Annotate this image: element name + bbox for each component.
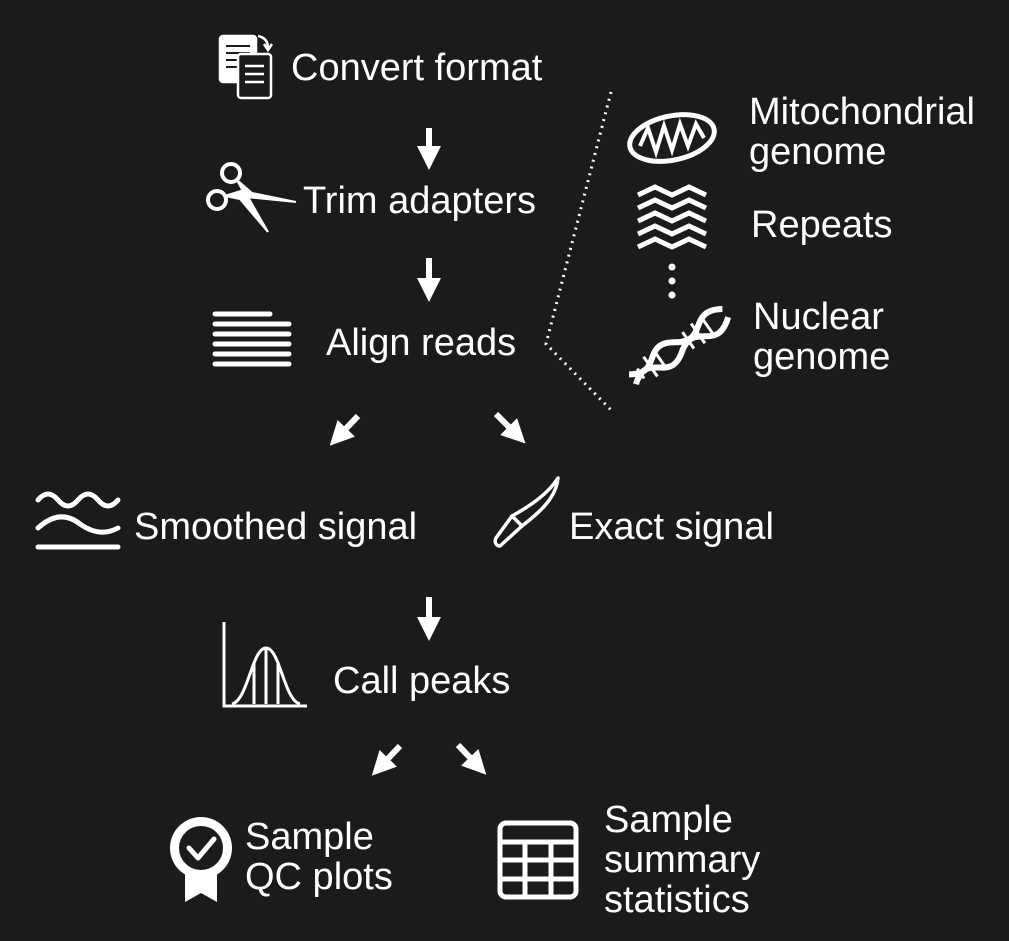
sample-summary-statistics-label: Sample summary statistics xyxy=(604,799,761,921)
arrow-peaks-to-summary xyxy=(455,742,487,775)
mitochondrial-genome-label: Mitochondrial genome xyxy=(749,91,975,173)
sample-qc-plots-label: Sample QC plots xyxy=(245,816,393,898)
dna-icon xyxy=(628,305,732,386)
table-grid-icon xyxy=(497,820,579,900)
wave-signal-icon xyxy=(35,491,121,550)
document-convert-icon xyxy=(218,34,274,100)
arrow-align-to-smoothed xyxy=(329,413,361,446)
convert-format-label: Convert format xyxy=(291,47,543,89)
genome-bracket xyxy=(544,91,613,412)
mitochondrion-icon xyxy=(627,112,717,164)
align-reads-label: Align reads xyxy=(326,322,517,364)
continuation-dots xyxy=(668,263,676,299)
nuclear-genome-label: Nuclear genome xyxy=(753,296,891,378)
smoothed-signal-label: Smoothed signal xyxy=(134,506,418,548)
repeats-label: Repeats xyxy=(751,204,893,246)
repeats-icon xyxy=(636,184,708,250)
peak-distribution-icon xyxy=(222,622,307,708)
trim-adapters-label: Trim adapters xyxy=(303,180,536,222)
arrow-align-to-exact xyxy=(493,411,526,444)
award-ribbon-icon xyxy=(170,817,232,902)
arrow-peaks-to-qc xyxy=(371,743,403,776)
exact-signal-label: Exact signal xyxy=(569,506,774,548)
aligned-reads-icon xyxy=(212,311,292,367)
scalpel-icon xyxy=(493,476,560,548)
scissors-icon xyxy=(206,162,297,233)
call-peaks-label: Call peaks xyxy=(333,660,511,702)
